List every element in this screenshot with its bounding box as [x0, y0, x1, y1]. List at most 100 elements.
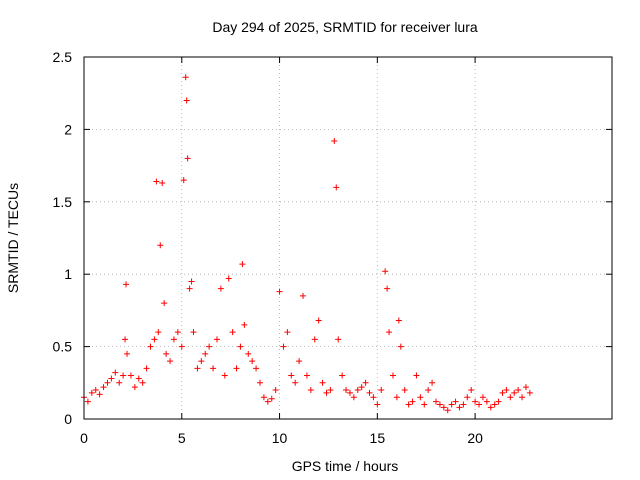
data-point [483, 398, 490, 405]
data-point [503, 387, 510, 394]
data-point [182, 74, 189, 81]
y-axis-label: SRMTID / TECUs [5, 183, 21, 293]
y-tick-label: 1 [64, 266, 72, 282]
data-point [183, 97, 190, 104]
data-point [346, 389, 353, 396]
data-point [421, 401, 428, 408]
data-point [292, 379, 299, 386]
data-point [433, 398, 439, 405]
data-point [327, 387, 334, 394]
data-point [161, 300, 168, 307]
data-point [264, 398, 271, 405]
data-point [315, 317, 322, 324]
data-point [147, 343, 154, 350]
y-tick-label: 2 [64, 121, 72, 137]
x-tick-label: 10 [272, 430, 288, 446]
data-point [405, 401, 412, 408]
data-point [96, 391, 103, 398]
data-point [237, 343, 244, 350]
data-point [519, 394, 526, 401]
data-point [178, 343, 185, 350]
x-tick-label: 5 [178, 430, 186, 446]
data-point [476, 401, 483, 408]
data-point [124, 350, 131, 357]
data-point [319, 379, 326, 386]
data-point [143, 365, 150, 372]
data-point [300, 292, 307, 299]
data-point [343, 387, 350, 394]
x-tick-label: 15 [370, 430, 386, 446]
data-point [135, 375, 142, 382]
data-point [460, 401, 467, 408]
data-point [479, 394, 486, 401]
data-point [153, 178, 160, 185]
data-point [229, 329, 236, 336]
data-point [296, 358, 303, 365]
data-point [122, 336, 129, 343]
data-point [331, 137, 338, 144]
data-point [335, 336, 342, 343]
data-point [491, 401, 498, 408]
data-point [163, 350, 170, 357]
data-point [217, 285, 224, 292]
data-point [241, 321, 248, 328]
data-point [272, 387, 279, 394]
data-point [464, 394, 471, 401]
data-point [386, 329, 393, 336]
data-point [333, 184, 340, 191]
data-point [288, 372, 295, 379]
data-point [374, 401, 381, 408]
tick-labels: 0 0.5 1 1.5 2 2.5 0 5 10 15 20 [53, 49, 484, 446]
data-point [395, 317, 402, 324]
data-point [499, 389, 506, 396]
data-point [452, 398, 459, 405]
data-point [170, 336, 177, 343]
data-point [370, 394, 377, 401]
data-point [184, 155, 191, 162]
data-point [139, 379, 146, 386]
data-point [436, 401, 443, 408]
data-point [155, 329, 162, 336]
y-tick-label: 0.5 [53, 339, 73, 355]
data-point [167, 358, 174, 365]
data-point [323, 389, 330, 396]
plot-frame [83, 56, 613, 420]
data-point [131, 384, 138, 391]
y-tick-label: 2.5 [53, 49, 73, 65]
data-point [362, 379, 369, 386]
data-point [84, 398, 91, 405]
data-point [448, 401, 455, 408]
data-point [429, 379, 436, 386]
data-point [225, 275, 232, 282]
data-point [456, 404, 463, 411]
data-point [350, 394, 357, 401]
data-point [245, 350, 252, 357]
data-point [190, 329, 197, 336]
data-point [268, 395, 275, 402]
data-point [472, 398, 479, 405]
y-tick-label: 0 [64, 411, 72, 427]
data-point [221, 372, 228, 379]
data-point [401, 387, 408, 394]
grid [84, 57, 612, 419]
data-point [213, 336, 220, 343]
data-point [280, 343, 287, 350]
data-point [123, 281, 130, 288]
chart-title: Day 294 of 2025, SRMTID for receiver lur… [212, 19, 478, 35]
data-point [174, 329, 181, 336]
data-point [382, 268, 389, 275]
x-tick-label: 0 [80, 430, 88, 446]
data-point [180, 177, 187, 184]
data-point [440, 404, 447, 411]
data-point [378, 387, 385, 394]
data-point [284, 329, 291, 336]
data-point [194, 365, 201, 372]
data-point [393, 394, 400, 401]
data-point [260, 394, 267, 401]
data-point [417, 394, 424, 401]
data-point [495, 398, 502, 405]
data-point [159, 179, 166, 186]
data-point [127, 372, 134, 379]
data-point [112, 369, 119, 376]
